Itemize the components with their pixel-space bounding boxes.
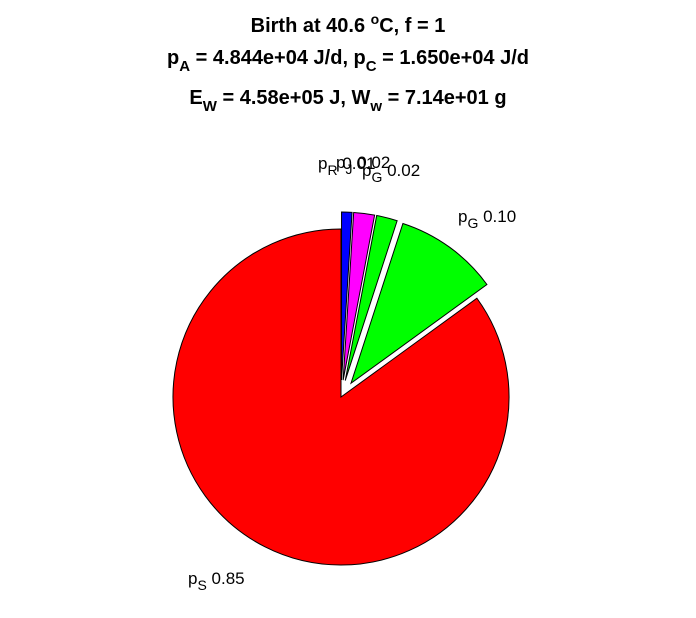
pie-slice-p-G-1 (350, 222, 488, 385)
pie-slices (172, 211, 510, 566)
slice-label-0: pS 0.85 (188, 569, 245, 593)
pie-slice-p-G-2 (344, 214, 398, 381)
title-line-3: EW = 4.58e+05 J, Ww = 7.14e+01 g (189, 87, 506, 115)
title-line-2: pA = 4.844e+04 J/d, pC = 1.650e+04 J/d (167, 47, 529, 75)
chart-title: Birth at 40.6 oC, f = 1 pA = 4.844e+04 J/… (167, 11, 529, 115)
pie-slice-p-J-3 (342, 211, 376, 381)
pie-slice-p-R-4 (341, 211, 353, 381)
slice-label-3: pJ 0.02 (336, 153, 390, 177)
pie-slice-p-S-0 (172, 228, 510, 566)
slice-label-4: pR 0.01 (318, 154, 375, 178)
slice-label-2: pG 0.02 (362, 161, 420, 185)
title-line-1: Birth at 40.6 oC, f = 1 (251, 11, 446, 37)
slice-label-1: pG 0.10 (458, 207, 516, 231)
